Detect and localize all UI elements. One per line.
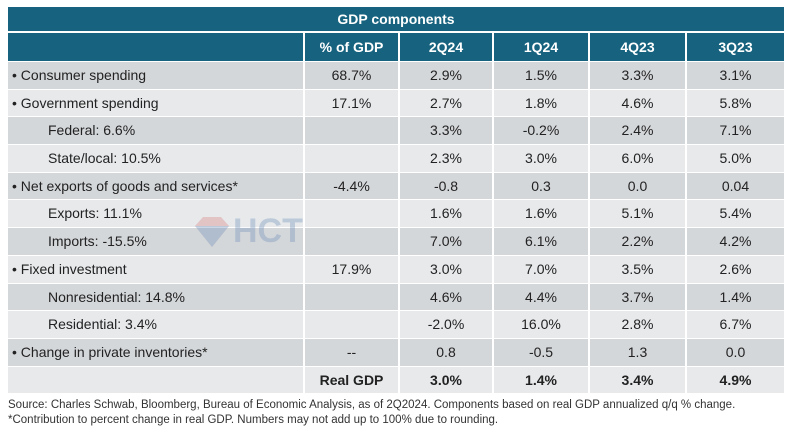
table-cell: 0.8 bbox=[400, 338, 494, 366]
table-cell: 1.5% bbox=[494, 62, 590, 89]
table-cell: 2.2% bbox=[590, 228, 687, 255]
table-cell bbox=[305, 228, 400, 255]
table-row: Imports: -15.5% 7.0% 6.1% 2.2% 4.2% bbox=[8, 228, 784, 256]
table-cell: 3.0% bbox=[400, 255, 494, 283]
table-cell: 68.7% bbox=[305, 62, 400, 89]
table-cell bbox=[305, 283, 400, 311]
table-cell: 5.0% bbox=[719, 150, 752, 167]
table-row: Exports: 11.1% 1.6% 1.6% 5.1% 5.4% bbox=[8, 200, 784, 229]
table-cell: 1.3 bbox=[590, 338, 687, 366]
header-row: % of GDP 2Q24 1Q24 4Q23 3Q23 bbox=[8, 33, 784, 62]
diamond-logo-icon bbox=[195, 216, 229, 247]
table-row: Nonresidential: 14.8% 4.6% 4.4% 3.7% 1.4% bbox=[8, 283, 784, 312]
table-row: • Change in private inventories* -- 0.8 -0.… bbox=[8, 338, 784, 367]
header-cell bbox=[8, 33, 305, 61]
table-cell: 3.5% bbox=[590, 255, 687, 283]
table-cell: 1.6% bbox=[494, 200, 590, 228]
table-title: GDP components bbox=[8, 7, 784, 33]
table-cell: 16.0% bbox=[494, 311, 590, 338]
table-row: Federal: 6.6% 3.3% -0.2% 2.4% 7.1% bbox=[8, 117, 784, 146]
table-cell: 4.4% bbox=[494, 283, 590, 311]
row-label: • Government spending bbox=[8, 89, 305, 117]
row-label: • Consumer spending bbox=[8, 62, 305, 89]
table-cell: 3.0% bbox=[494, 145, 590, 172]
table-cell: 6.7% bbox=[719, 316, 752, 333]
table-cell: 7.0% bbox=[400, 228, 494, 255]
table-cell: 3.3% bbox=[400, 117, 494, 145]
table-cell: 7.1% bbox=[719, 122, 752, 139]
row-label: Residential: 3.4% bbox=[8, 311, 305, 338]
table-cell: 2.9% bbox=[400, 62, 494, 89]
row-label: • Fixed investment bbox=[8, 255, 305, 283]
row-label bbox=[8, 366, 305, 394]
table-cell: 5.1% bbox=[590, 200, 687, 228]
table-cell: 1.8% bbox=[494, 89, 590, 117]
table-cell bbox=[305, 311, 400, 338]
row-label: • Net exports of goods and services* bbox=[8, 172, 305, 200]
table-cell: 6.1% bbox=[494, 228, 590, 255]
table-cell: 4.6% bbox=[400, 283, 494, 311]
table-cell: 17.9% bbox=[305, 255, 400, 283]
table-cell: 3.4% bbox=[590, 366, 687, 394]
table-cell: 1.4% bbox=[719, 288, 752, 305]
table-cell: 1.4% bbox=[494, 366, 590, 394]
table-cell: 5.4% bbox=[719, 205, 752, 222]
table-cell: 4.2% bbox=[719, 233, 752, 250]
table-cell: 3.3% bbox=[590, 62, 687, 89]
header-cell: 2Q24 bbox=[400, 33, 494, 61]
table-cell: 5.8% bbox=[719, 94, 752, 111]
table-cell: 3.7% bbox=[590, 283, 687, 311]
row-label: • Change in private inventories* bbox=[8, 338, 305, 366]
table-row: • Government spending 17.1% 2.7% 1.8% 4.6% 5.… bbox=[8, 89, 784, 118]
table-row: • Fixed investment 17.9% 3.0% 7.0% 3.5% 2.6% bbox=[8, 255, 784, 284]
table-cell: -4.4% bbox=[305, 172, 400, 200]
table-row: State/local: 10.5% 2.3% 3.0% 6.0% 5.0% bbox=[8, 145, 784, 173]
table-cell: -2.0% bbox=[400, 311, 494, 338]
row-label: Exports: 11.1% bbox=[8, 200, 305, 228]
table-cell: 1.6% bbox=[400, 200, 494, 228]
header-cell: % of GDP bbox=[305, 33, 400, 61]
header-cell: 4Q23 bbox=[590, 33, 687, 61]
table-cell: Real GDP bbox=[305, 366, 400, 394]
table-cell: 4.6% bbox=[590, 89, 687, 117]
table-row: • Net exports of goods and services* -4.4… bbox=[8, 172, 784, 201]
table-row: Residential: 3.4% -2.0% 16.0% 2.8% 6.7% bbox=[8, 311, 784, 339]
table-cell: -0.5 bbox=[494, 338, 590, 366]
table-cell: 2.7% bbox=[400, 89, 494, 117]
table-cell: 2.3% bbox=[400, 145, 494, 172]
table-cell: 6.0% bbox=[590, 145, 687, 172]
table-cell bbox=[305, 200, 400, 228]
source-footnote: Source: Charles Schwab, Bloomberg, Burea… bbox=[8, 399, 736, 426]
row-label: Nonresidential: 14.8% bbox=[8, 283, 305, 311]
table-cell: 3.0% bbox=[400, 366, 494, 394]
gdp-components-table: GDP components % of GDP 2Q24 1Q24 4Q23 3… bbox=[8, 7, 784, 395]
table-row: Real GDP 3.0% 1.4% 3.4% 4.9% bbox=[8, 366, 784, 395]
header-cell: 3Q23 bbox=[718, 39, 753, 55]
hct-watermark-logo: HCT bbox=[195, 212, 303, 251]
table-cell: 0.0 bbox=[725, 343, 746, 360]
table-cell: 2.6% bbox=[719, 260, 752, 277]
row-label: Federal: 6.6% bbox=[8, 117, 305, 145]
table-row: • Consumer spending 68.7% 2.9% 1.5% 3.3% 3.1% bbox=[8, 62, 784, 90]
table-cell: 17.1% bbox=[305, 89, 400, 117]
table-cell: -- bbox=[305, 338, 400, 366]
table-cell bbox=[305, 117, 400, 145]
header-cell: 1Q24 bbox=[494, 33, 590, 61]
table-cell: -0.2% bbox=[494, 117, 590, 145]
table-cell: 0.3 bbox=[494, 172, 590, 200]
table-cell: 2.8% bbox=[590, 311, 687, 338]
table-cell bbox=[305, 145, 400, 172]
table-cell: 4.9% bbox=[719, 371, 752, 388]
table-cell: 0.04 bbox=[721, 177, 750, 194]
table-cell: 0.0 bbox=[590, 172, 687, 200]
table-cell: 7.0% bbox=[494, 255, 590, 283]
row-label: Imports: -15.5% bbox=[8, 228, 305, 255]
table-cell: 2.4% bbox=[590, 117, 687, 145]
table-cell: -0.8 bbox=[400, 172, 494, 200]
table-cell: 3.1% bbox=[719, 67, 752, 83]
row-label: State/local: 10.5% bbox=[8, 145, 305, 172]
